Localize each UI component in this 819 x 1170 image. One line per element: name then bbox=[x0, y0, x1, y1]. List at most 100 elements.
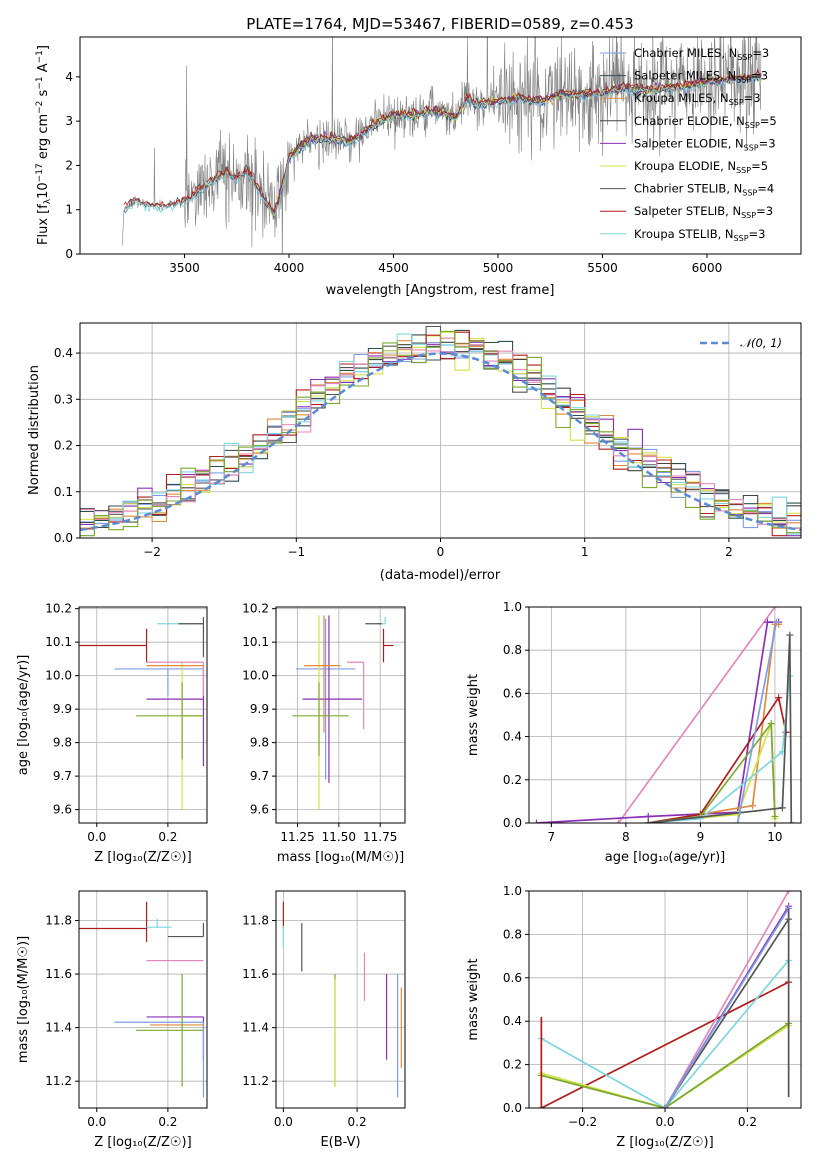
plot-content bbox=[532, 607, 795, 823]
legend-label: Salpeter STELIB bbox=[634, 204, 725, 218]
y-tick-label: 11.4 bbox=[45, 1021, 72, 1035]
model-spectrum bbox=[123, 75, 762, 217]
y-tick-label: 11.8 bbox=[45, 913, 72, 927]
y-tick-label: 0.4 bbox=[503, 1014, 522, 1028]
mass-weight-marker bbox=[614, 819, 622, 823]
plot-content bbox=[282, 901, 402, 1098]
legend-sub: SSP bbox=[736, 76, 751, 85]
y-tick-label: 9.8 bbox=[250, 736, 269, 750]
plot-content bbox=[80, 325, 801, 537]
legend-sub: SSP bbox=[729, 98, 744, 107]
legend-ssp: 3 bbox=[758, 227, 765, 241]
axes-frame bbox=[78, 606, 208, 824]
y-axis-label: mass [log₁₀(M/M☉)] bbox=[16, 936, 31, 1063]
spectrum-title: PLATE=1764, MJD=53467, FIBERID=0589, z=0… bbox=[246, 15, 633, 33]
spectrum-plot-area: 3500 4000 4500 5000 5500 6000 0 1 2 3 4 bbox=[65, 36, 802, 275]
age-vs-mass-panel: 11.25 11.50 11.75 9.6 9.7 9.8 9.9 10.0 10.1 10.2 m… bbox=[242, 602, 406, 865]
plot-content bbox=[121, 37, 762, 254]
mass-weight-marker bbox=[763, 618, 771, 626]
normal-curve bbox=[80, 352, 801, 532]
x-tick-label: 4500 bbox=[378, 261, 409, 275]
y-tick-label: 10.2 bbox=[45, 602, 72, 616]
x-tick-label: 0.2 bbox=[348, 1115, 367, 1129]
legend-ssp: 5 bbox=[769, 114, 776, 128]
legend-sub: SSP bbox=[737, 53, 752, 62]
legend-eq: = bbox=[757, 182, 767, 196]
mass-weight-marker bbox=[771, 813, 779, 821]
x-axis-label: age [log₁₀(age/yr)] bbox=[605, 850, 726, 865]
legend-n: , N bbox=[729, 114, 745, 128]
x-tick-label: 9 bbox=[697, 830, 705, 844]
axes-frame bbox=[78, 890, 208, 1109]
legend-eq: = bbox=[756, 204, 766, 218]
axes-frame bbox=[79, 322, 802, 539]
mass-weight-line bbox=[648, 623, 779, 823]
legend-n: , N bbox=[721, 46, 737, 60]
x-tick-label: 0.0 bbox=[87, 830, 106, 844]
mass-weight-line bbox=[541, 1024, 790, 1108]
legend-eq: = bbox=[751, 69, 761, 83]
x-axis-label: Z [log₁₀(Z/Z☉)] bbox=[94, 1135, 191, 1150]
legend-ssp: 3 bbox=[753, 91, 760, 105]
x-axis-label: Z [log₁₀(Z/Z☉)] bbox=[94, 850, 191, 865]
y-tick-label: 0.2 bbox=[503, 773, 522, 787]
y-tick-label: 11.2 bbox=[242, 1074, 269, 1088]
x-tick-label: −2 bbox=[143, 545, 161, 559]
mass-weight-marker bbox=[644, 813, 652, 821]
legend-eq: = bbox=[749, 227, 759, 241]
x-tick-label: 0.0 bbox=[655, 1115, 674, 1129]
legend-n: , N bbox=[720, 69, 736, 83]
legend-sub: SSP bbox=[744, 143, 759, 152]
mass-weight-marker bbox=[787, 819, 795, 823]
x-tick-label: 1 bbox=[581, 545, 589, 559]
histogram-y-label: Normed distribution bbox=[27, 365, 42, 495]
y-tick-label: 1.0 bbox=[503, 600, 522, 614]
y-tick-label: 0.8 bbox=[503, 643, 522, 657]
x-tick-label: 5000 bbox=[483, 261, 514, 275]
normal-legend-label: 𝒩(0, 1) bbox=[740, 336, 782, 350]
legend-entry: Salpeter STELIB, NSSP=3 bbox=[634, 204, 773, 220]
mass-weight-marker bbox=[661, 1104, 669, 1108]
y-tick-label: 1.0 bbox=[503, 884, 522, 898]
x-tick-label: 0.0 bbox=[274, 1115, 293, 1129]
y-tick-label: 10.0 bbox=[242, 669, 269, 683]
mass-weight-marker bbox=[734, 819, 742, 823]
y-tick-label: 0.1 bbox=[54, 485, 73, 499]
x-axis-label: mass [log₁₀(M/M☉)] bbox=[277, 850, 404, 865]
mass-weight-line bbox=[648, 695, 787, 823]
mass-weight-vs-age-panel: 7 8 9 10 0.0 0.2 0.4 0.6 0.8 1.0 age [log₁₀(age/yr… bbox=[466, 600, 802, 865]
ylabel-part: 10 bbox=[36, 182, 51, 199]
x-tick-label: 10 bbox=[767, 830, 782, 844]
plot-content bbox=[292, 615, 394, 810]
legend-n: , N bbox=[720, 159, 736, 173]
legend-eq: = bbox=[744, 91, 754, 105]
ylabel-part: −1 bbox=[35, 50, 45, 63]
legend-ssp: 3 bbox=[766, 204, 773, 218]
y-tick-label: 9.9 bbox=[250, 702, 269, 716]
y-tick-label: 10.0 bbox=[45, 669, 72, 683]
mass-weight-marker bbox=[775, 694, 783, 702]
legend-eq: = bbox=[752, 46, 762, 60]
mass-weight-marker bbox=[785, 891, 793, 895]
x-axis-label: Z [log₁₀(Z/Z☉)] bbox=[616, 1135, 713, 1150]
x-tick-label: 11.50 bbox=[322, 830, 356, 844]
axes-frame bbox=[528, 606, 802, 824]
axes-frame bbox=[275, 890, 406, 1109]
mass-weight-line bbox=[541, 1022, 790, 1108]
age-vs-Z-panel: 0.0 0.2 9.6 9.7 9.8 9.9 10.0 10.1 10.2 Z [log₁₀(Z… bbox=[16, 602, 208, 865]
y-tick-label: 9.8 bbox=[53, 736, 72, 750]
y-axis-label: age [log₁₀(age/yr)] bbox=[16, 655, 31, 776]
x-tick-label: 7 bbox=[548, 830, 556, 844]
y-tick-label: 0.2 bbox=[54, 439, 73, 453]
y-tick-label: 3 bbox=[65, 114, 73, 128]
legend-eq: = bbox=[759, 136, 769, 150]
legend-entry: Chabrier STELIB, NSSP=4 bbox=[634, 182, 774, 198]
x-tick-label: 11.25 bbox=[280, 830, 314, 844]
legend-label: Salpeter ELODIE bbox=[634, 136, 728, 150]
x-tick-label: 0 bbox=[437, 545, 445, 559]
legend-ssp: 3 bbox=[762, 46, 769, 60]
x-tick-label: −0.2 bbox=[568, 1115, 597, 1129]
y-tick-label: 11.2 bbox=[45, 1074, 72, 1088]
y-tick-label: 4 bbox=[65, 70, 73, 84]
mass-weight-line bbox=[540, 959, 790, 1108]
